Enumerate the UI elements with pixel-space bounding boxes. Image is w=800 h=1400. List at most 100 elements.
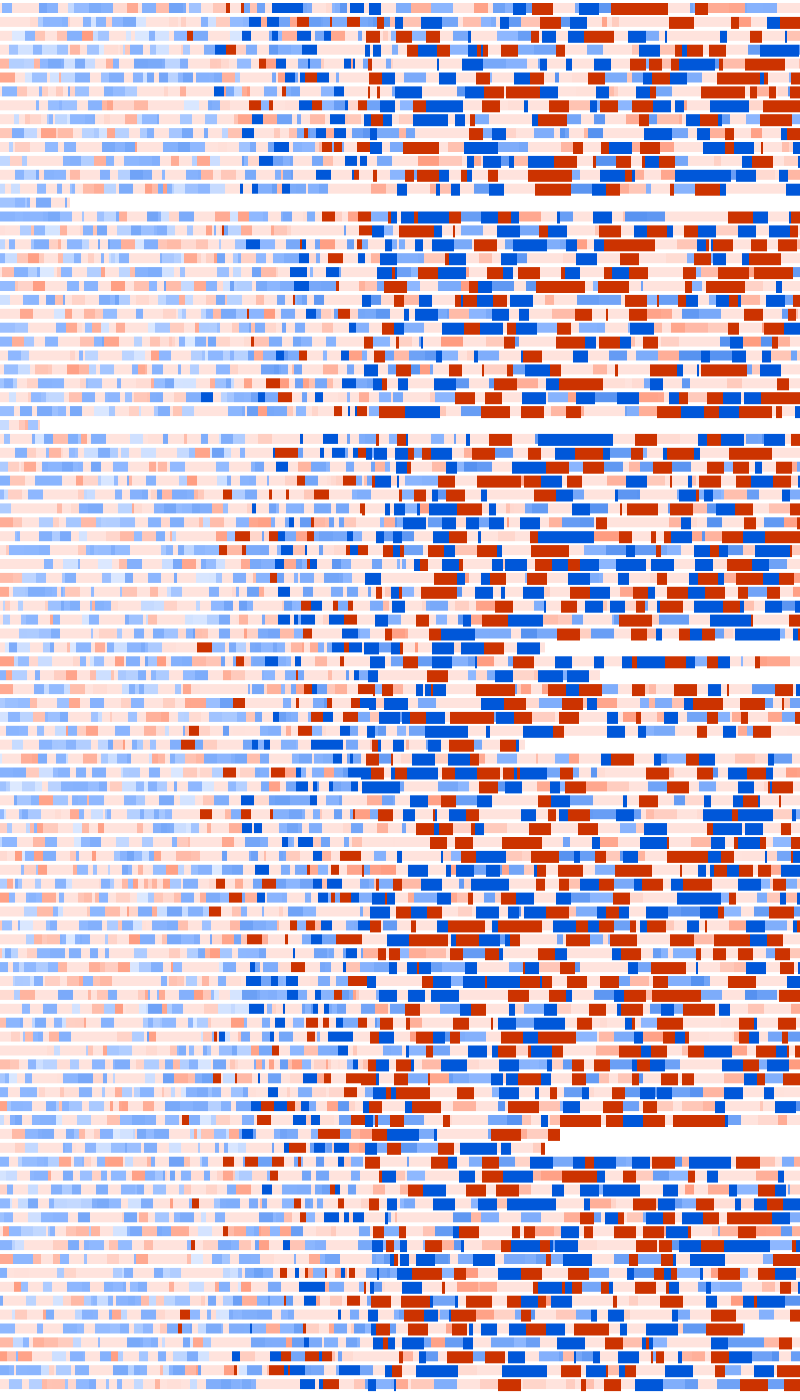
- heatmap-cell: [403, 656, 418, 669]
- heatmap-cell: [122, 878, 128, 889]
- heatmap-cell: [353, 58, 355, 69]
- heatmap-cell: [313, 586, 316, 597]
- heatmap-cell: [142, 3, 156, 13]
- heatmap-cell: [627, 503, 635, 516]
- heatmap-cell: [313, 809, 320, 820]
- heatmap-cell: [156, 447, 165, 458]
- heatmap-cell: [86, 545, 90, 556]
- heatmap-cell: [164, 503, 176, 514]
- heatmap-cell: [668, 3, 690, 13]
- heatmap-cell: [10, 155, 22, 166]
- heatmap-cell: [24, 864, 36, 875]
- heatmap-cell: [244, 155, 248, 166]
- heatmap-cell: [776, 281, 782, 293]
- heatmap-cell: [92, 850, 96, 861]
- heatmap-cell: [226, 378, 231, 389]
- heatmap-cell: [164, 600, 177, 611]
- heatmap-cell: [0, 670, 6, 681]
- heatmap-cell: [683, 364, 697, 375]
- heatmap-cell: [53, 517, 59, 528]
- heatmap-cell: [157, 281, 164, 291]
- heatmap-cell: [481, 16, 491, 27]
- heatmap-cell: [658, 837, 667, 849]
- heatmap-cell: [161, 545, 166, 556]
- heatmap-cell: [559, 878, 569, 891]
- heatmap-row: [0, 837, 800, 849]
- heatmap-cell: [392, 267, 395, 280]
- heatmap-cell: [80, 559, 90, 569]
- heatmap-cell: [149, 767, 160, 778]
- heatmap-cell: [62, 183, 68, 194]
- heatmap-cell: [13, 767, 26, 778]
- heatmap-cell: [305, 322, 319, 333]
- heatmap-cell: [371, 114, 383, 127]
- heatmap-cell: [58, 155, 60, 166]
- heatmap-cell: [358, 447, 366, 458]
- heatmap-cell: [255, 864, 269, 875]
- heatmap-cell: [498, 322, 503, 335]
- heatmap-cell: [380, 253, 384, 266]
- heatmap-cell: [641, 711, 657, 722]
- heatmap-cell: [285, 767, 296, 778]
- heatmap-cell: [165, 725, 169, 736]
- heatmap-cell: [629, 572, 650, 583]
- heatmap-cell: [276, 350, 284, 361]
- heatmap-cell: [583, 142, 601, 152]
- heatmap-cell: [214, 253, 217, 264]
- heatmap-cell: [59, 100, 62, 111]
- heatmap-cell: [107, 781, 110, 792]
- heatmap-cell: [603, 44, 617, 55]
- heatmap-cell: [208, 670, 223, 681]
- heatmap-cell: [358, 586, 368, 597]
- heatmap-cell: [521, 350, 523, 363]
- heatmap-cell: [776, 100, 780, 113]
- heatmap-cell: [521, 406, 536, 419]
- heatmap-cell: [275, 308, 281, 319]
- heatmap-cell: [379, 753, 391, 764]
- heatmap-cell: [405, 475, 422, 486]
- heatmap-cell: [199, 517, 203, 528]
- heatmap-cell: [51, 489, 55, 500]
- heatmap-cell: [44, 169, 54, 180]
- heatmap-cell: [264, 308, 275, 319]
- heatmap-cell: [277, 294, 285, 305]
- heatmap-cell: [458, 350, 467, 361]
- heatmap-cell: [425, 350, 436, 361]
- heatmap-cell: [400, 711, 402, 722]
- heatmap-cell: [796, 809, 800, 820]
- heatmap-cell: [481, 44, 483, 57]
- heatmap-cell: [272, 489, 280, 500]
- heatmap-cell: [241, 795, 254, 806]
- heatmap-cell: [518, 44, 534, 55]
- heatmap-cell: [669, 767, 674, 778]
- heatmap-cell: [507, 517, 509, 528]
- heatmap-cell: [246, 545, 260, 556]
- heatmap-cell: [55, 114, 67, 125]
- heatmap-cell: [148, 781, 157, 792]
- heatmap-cell: [225, 809, 231, 820]
- heatmap-cell: [239, 600, 247, 611]
- heatmap-cell: [362, 781, 373, 794]
- heatmap-cell: [409, 308, 415, 319]
- heatmap-cell: [474, 739, 482, 750]
- heatmap-cell: [360, 878, 369, 889]
- heatmap-cell: [610, 795, 623, 806]
- heatmap-cell: [342, 322, 349, 333]
- heatmap-cell: [665, 475, 670, 486]
- heatmap-cell: [36, 100, 39, 111]
- heatmap-cell: [625, 725, 630, 736]
- heatmap-cell: [0, 517, 13, 528]
- heatmap-cell: [433, 809, 435, 822]
- heatmap-cell: [368, 239, 377, 250]
- heatmap-cell: [291, 169, 293, 180]
- heatmap-cell: [661, 308, 672, 319]
- heatmap-cell: [498, 795, 509, 806]
- heatmap-cell: [760, 114, 777, 127]
- heatmap-cell: [697, 336, 720, 347]
- heatmap-cell: [542, 809, 548, 820]
- heatmap-cell: [317, 795, 326, 806]
- heatmap-cell: [263, 211, 268, 222]
- heatmap-cell: [307, 294, 314, 305]
- heatmap-row: [0, 225, 800, 238]
- heatmap-cell: [320, 239, 335, 250]
